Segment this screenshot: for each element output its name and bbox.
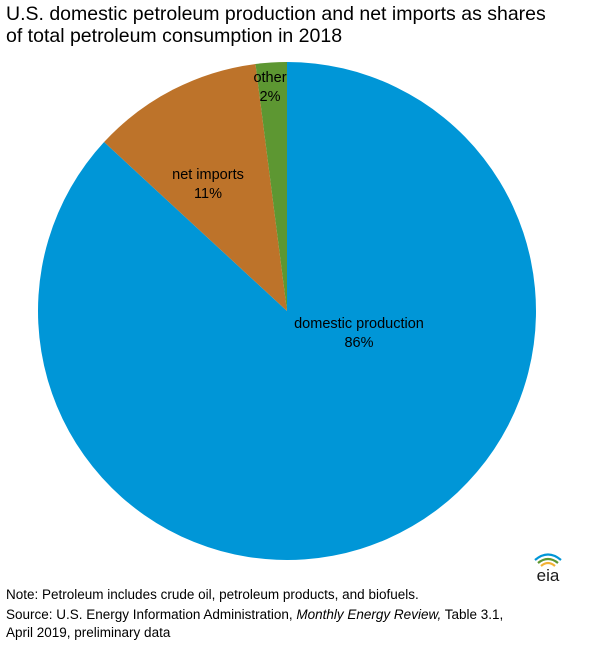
eia-logo-icon: eia [534,553,562,583]
eia-logo-arc-yellow [540,561,556,567]
source-suffix: Table 3.1, [441,607,504,622]
note-line: Note: Petroleum includes crude oil, petr… [6,587,419,602]
pie-slice-net-imports [104,64,287,311]
eia-logo-arc-blue [534,553,562,561]
eia-logo-text: eia [537,566,560,583]
pie-label-name: net imports [172,167,244,183]
pie-label-name: domestic production [294,316,424,332]
pie-label-value: 11% [194,186,222,202]
pie-slices [38,62,536,560]
pie-label-value: 86% [344,335,373,351]
pie-label-value: 2% [260,89,281,105]
source-publication: Monthly Energy Review, [296,607,442,622]
pie-label-name: other [253,70,286,86]
chart-title-line-2: of total petroleum consumption in 2018 [6,25,343,47]
chart-title-line-1: U.S. domestic petroleum production and n… [6,3,546,25]
pie-slice-other [255,62,287,311]
source-date-line: April 2019, preliminary data [6,625,171,640]
pie-labels: domestic production 86% net imports 11% othe… [172,70,424,351]
eia-logo-arc-green [537,557,559,564]
source-line: Source: U.S. Energy Information Administ… [6,606,503,624]
chart-title: U.S. domestic petroleum production and n… [6,3,586,47]
source-prefix: Source: U.S. Energy Information Administ… [6,607,297,622]
